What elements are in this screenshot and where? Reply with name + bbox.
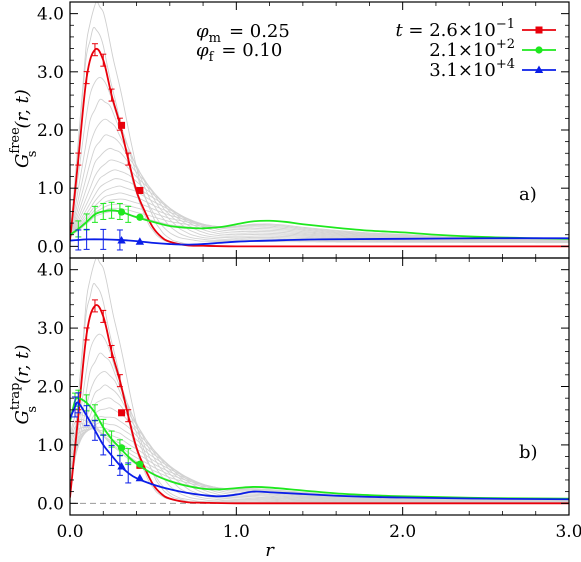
background-curve [70,77,569,244]
panel-b: 0.0 1.0 2.0 3.0 4.0 0.0 1.0 2.0 3.0 Gtrap s (r, t) r… [8,257,581,561]
x-tick-label: 2.0 [389,522,416,542]
y-tick-label: 2.0 [37,378,64,398]
y-tick-label: 3.0 [37,63,64,83]
plot-area [70,2,569,251]
y-axis-label-sup: free [8,127,23,154]
series-line [70,304,569,505]
parameter-subscript: m [209,31,221,46]
y-tick-label: 2.0 [37,121,64,141]
legend-mantissa: 2.1×10 [429,40,496,61]
legend-entry-label: 2.1×10+2 [429,37,515,61]
series-0 [70,43,569,248]
data-point [117,208,126,216]
legend-swatch-marker [535,26,543,34]
series-line [70,209,569,240]
data-point [135,473,145,482]
background-curve [70,423,569,501]
series-0 [70,299,569,505]
y-tick-label: 1.0 [37,179,64,199]
data-point [118,121,126,129]
y-axis-label-sup: trap [8,383,23,411]
y-axis-label: Gtrap s (r, t) [8,345,40,425]
panel-label: a) [519,184,537,205]
series-2 [70,392,569,501]
y-tick-label: 1.0 [37,436,64,456]
data-point [136,213,144,221]
parameter-label: φf = 0.10 [196,40,282,65]
legend-entry-label: 3.1×10+4 [429,57,515,81]
y-axis-label: Gfrees (r, t) [8,89,40,168]
data-point [136,460,144,468]
y-axis-label-args: (r, t) [12,345,33,384]
x-axis-label: r [265,540,275,561]
background-curve [70,352,569,504]
legend-swatch-marker [534,65,544,73]
parameter-symbol: φ [196,40,209,61]
y-tick-label: 4.0 [37,261,64,281]
y-tick-label: 0.0 [37,237,64,257]
data-point [135,237,145,245]
series-line [70,396,569,500]
legend-exponent: +4 [496,57,515,72]
series-1 [70,201,569,240]
panel-a: 0.0 1.0 2.0 3.0 4.0 Gfrees (r, t) a) φm = 0.25 φf =… [8,1,570,259]
y-tick-label: 3.0 [37,319,64,339]
parameter-value: = 0.25 [229,21,290,42]
data-point [118,409,126,417]
legend-mantissa: 2.6×10 [429,20,496,41]
panel-label: b) [519,442,538,463]
plot-frame [69,257,570,516]
legend-exponent: −1 [496,17,515,32]
background-curve [70,416,569,502]
parameter-subscript: f [209,50,215,65]
legend-prefix: t = [395,20,429,41]
background-curve [70,418,569,501]
y-axis-label-sub: s [25,406,40,413]
data-point [136,187,144,195]
y-tick-label: 4.0 [37,5,64,25]
legend-swatch-marker [535,46,543,54]
legend-exponent: +2 [496,37,515,52]
parameter-symbol: φ [196,21,209,42]
x-tick-label: 0.0 [56,522,83,542]
background-curve [70,283,267,504]
y-axis-label-base: G [12,410,33,424]
legend-mantissa: 3.1×10 [429,60,496,81]
parameter-label: φm = 0.25 [196,21,290,46]
series-line [70,237,569,246]
y-axis-label-args: (r, t) [12,89,33,128]
data-point [117,444,126,452]
parameter-value: = 0.10 [221,40,282,61]
plot-area [70,258,569,505]
series-line [70,47,569,248]
background-curve [70,397,569,503]
background-curve [70,98,569,243]
series-2 [70,228,569,251]
x-tick-label: 1.0 [223,522,250,542]
data-point [117,462,126,470]
y-axis-label-base: G [12,154,33,168]
x-tick-label: 3.0 [555,522,581,542]
data-point [117,236,126,244]
background-curve [70,333,569,504]
legend-entry-label: t = 2.6×10−1 [395,17,515,41]
y-tick-label: 0.0 [37,494,64,514]
y-axis-label-sub: s [25,151,40,158]
